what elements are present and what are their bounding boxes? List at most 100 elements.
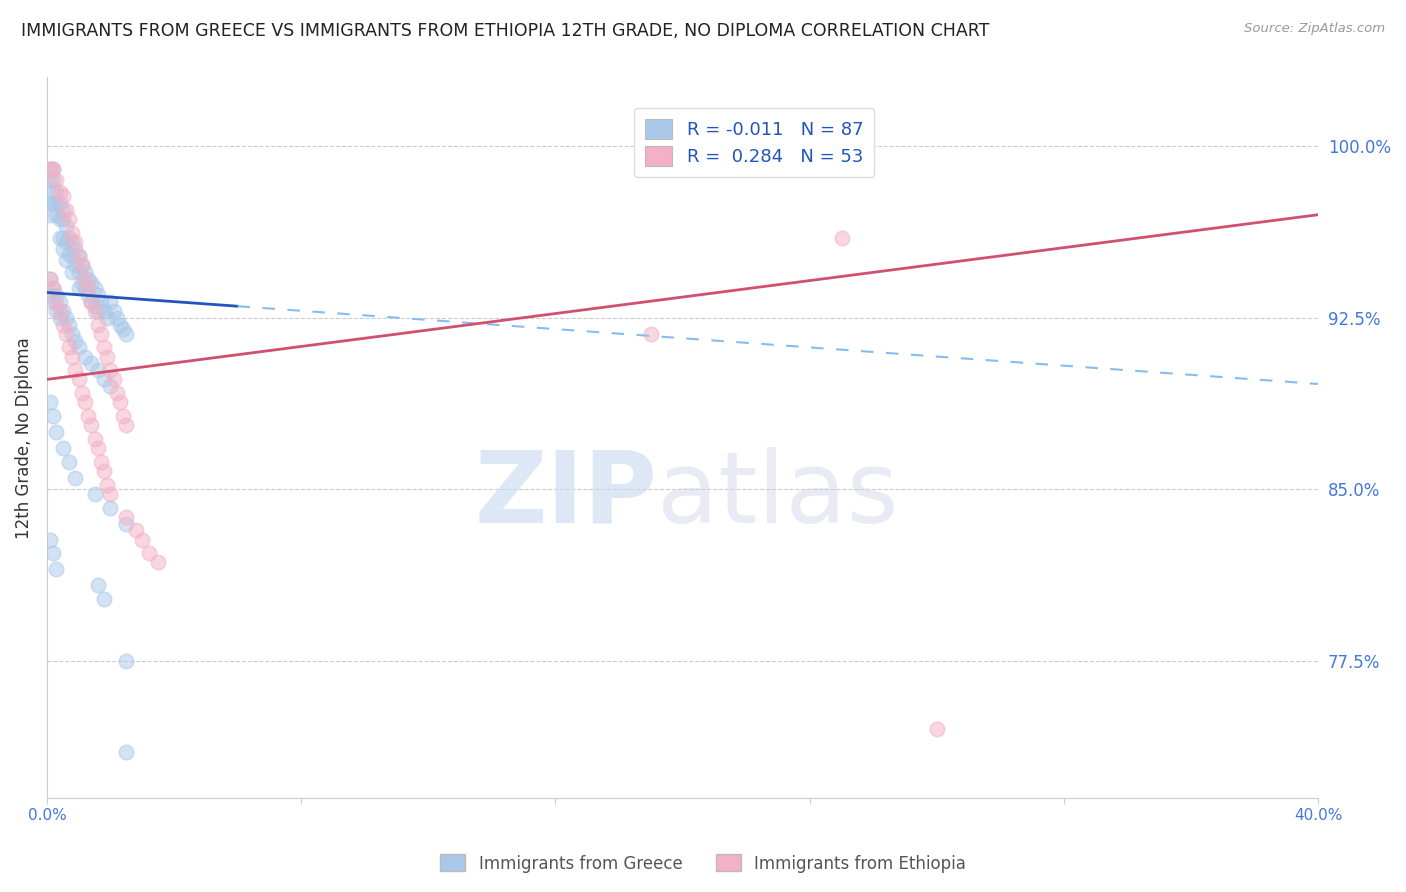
Point [42,409,65,423]
Point [87,318,110,332]
Point [45,208,67,222]
Point [52,242,75,256]
Point [93,372,115,386]
Point [60,226,83,240]
Legend: Immigrants from Greece, Immigrants from Ethiopia: Immigrants from Greece, Immigrants from … [433,847,973,880]
Point [67,281,90,295]
Point [39,287,62,301]
Point [52,441,75,455]
Point [65,334,87,348]
Text: Source: ZipAtlas.com: Source: ZipAtlas.com [1244,22,1385,36]
Point [70,386,93,401]
Point [70,277,93,291]
Point [55,310,77,325]
Point [831,230,853,244]
Point [58,246,80,260]
Point [115,654,138,668]
Point [60,326,83,341]
Point [83,432,105,446]
Point [52,203,75,218]
Point [60,249,83,263]
Point [77,272,100,286]
Point [60,235,83,249]
Point [65,363,87,377]
Point [48,212,70,227]
Point [100,294,122,309]
Point [52,230,75,244]
Point [83,299,105,313]
Point [39,395,62,409]
Point [45,185,67,199]
Point [87,578,110,592]
Point [65,471,87,485]
Point [42,196,65,211]
Point [87,303,110,318]
Point [115,516,138,531]
Point [112,322,135,336]
Point [65,242,87,256]
Point [90,294,112,309]
Point [67,265,90,279]
Point [93,592,115,607]
Point [93,340,115,354]
Point [73,281,96,295]
Point [39,173,62,187]
Point [93,303,115,318]
Point [39,533,62,547]
Point [52,189,75,203]
Point [100,500,122,515]
Point [39,208,62,222]
Text: atlas: atlas [657,447,898,544]
Point [115,326,138,341]
Point [73,265,96,279]
Point [55,219,77,234]
Point [65,235,87,249]
Point [67,372,90,386]
Point [55,253,77,268]
Point [112,409,135,423]
Point [45,294,67,309]
Point [42,161,65,176]
Point [146,556,169,570]
Point [42,281,65,295]
Point [80,418,103,433]
Point [45,287,67,301]
Point [67,249,90,263]
Point [52,212,75,227]
Point [39,272,62,286]
Point [115,509,138,524]
Legend: R = -0.011   N = 87, R =  0.284   N = 53: R = -0.011 N = 87, R = 0.284 N = 53 [634,108,875,177]
Point [105,310,128,325]
Point [925,723,948,737]
Point [77,281,100,295]
Point [39,272,62,286]
Point [103,372,125,386]
Point [80,356,103,370]
Point [48,310,70,325]
Point [73,395,96,409]
Point [48,196,70,211]
Point [60,265,83,279]
Point [45,425,67,439]
Point [67,340,90,354]
Point [58,212,80,227]
Point [73,272,96,286]
Point [42,294,65,309]
Point [96,310,118,325]
Point [45,173,67,187]
Point [87,287,110,301]
Point [96,477,118,491]
Point [87,363,110,377]
Point [77,409,100,423]
Point [83,303,105,318]
Point [90,326,112,341]
Point [80,294,103,309]
Point [105,386,128,401]
Point [90,455,112,469]
Point [83,487,105,501]
Point [55,235,77,249]
Text: IMMIGRANTS FROM GREECE VS IMMIGRANTS FROM ETHIOPIA 12TH GRADE, NO DIPLOMA CORREL: IMMIGRANTS FROM GREECE VS IMMIGRANTS FRO… [21,22,990,40]
Point [42,161,65,176]
Point [87,441,110,455]
Point [55,203,77,218]
